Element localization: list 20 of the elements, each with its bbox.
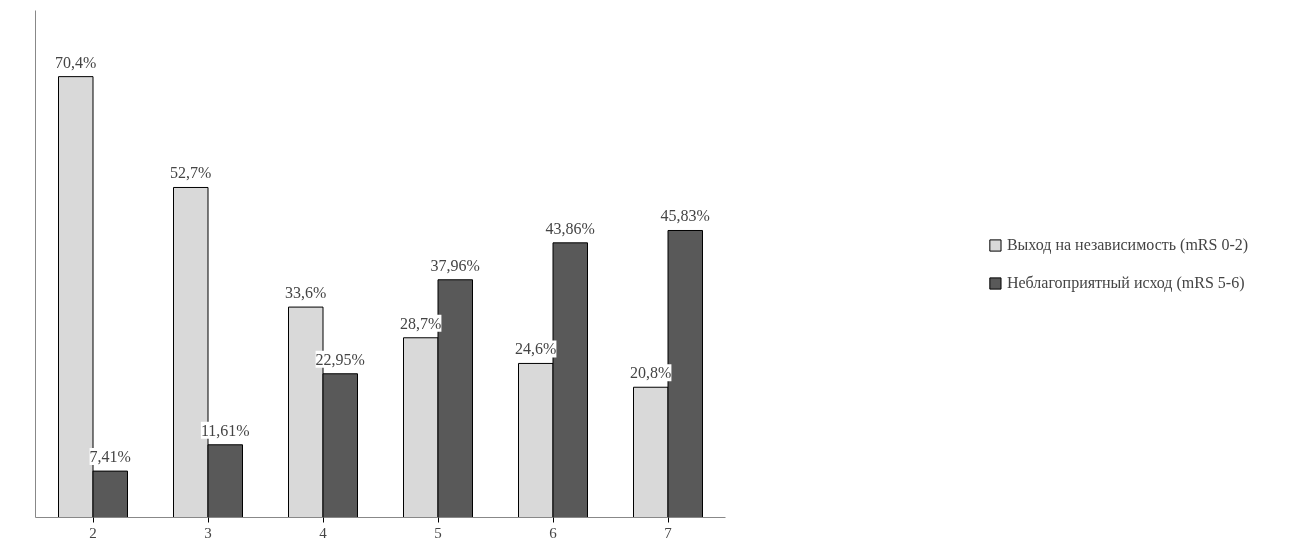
data-label: 52,7%	[170, 164, 212, 182]
data-label: 24,6%	[515, 340, 557, 358]
legend-label: Неблагоприятный исход (mRS 5-6)	[1006, 273, 1245, 292]
data-label: 37,96%	[430, 256, 480, 274]
legend-label: Выход на независимость (mRS 0-2)	[1006, 235, 1249, 254]
data-label: 20,8%	[630, 364, 672, 382]
x-tick-label: 6	[549, 524, 558, 541]
x-tick-label: 5	[434, 524, 442, 541]
data-label: 45,83%	[660, 207, 710, 225]
x-tick-label: 4	[319, 524, 328, 541]
data-label: 33,6%	[285, 284, 327, 302]
data-label: 43,86%	[545, 219, 595, 237]
data-label: 11,61%	[200, 421, 250, 439]
data-label: 22,95%	[315, 350, 365, 368]
data-label: 28,7%	[400, 314, 442, 332]
x-tick-label: 2	[89, 524, 97, 541]
data-label: 70,4%	[55, 53, 97, 71]
data-label: 7,41%	[89, 448, 131, 466]
x-tick-label: 3	[204, 524, 212, 541]
x-tick-label: 7	[664, 524, 673, 541]
